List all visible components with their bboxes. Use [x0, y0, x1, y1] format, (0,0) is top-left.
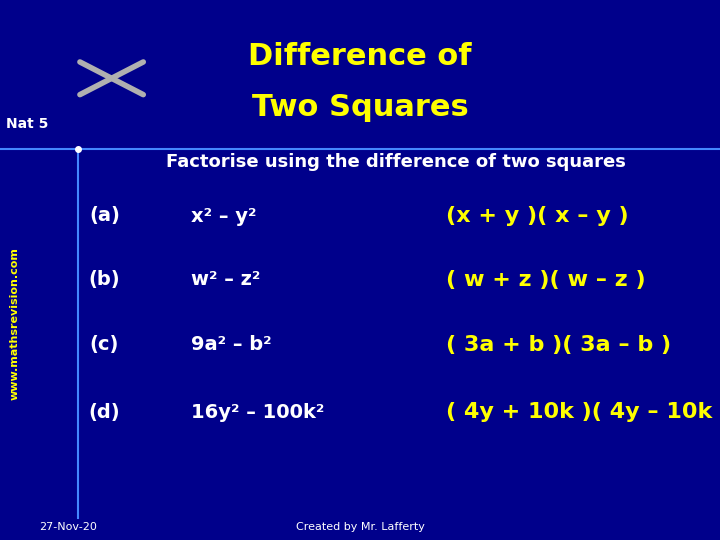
Text: ( 3a + b )( 3a – b ): ( 3a + b )( 3a – b ) — [446, 334, 672, 355]
Text: 9a² – b²: 9a² – b² — [191, 335, 271, 354]
Text: (x + y )( x – y ): (x + y )( x – y ) — [446, 206, 629, 226]
Text: (c): (c) — [90, 335, 119, 354]
Text: (d): (d) — [89, 402, 120, 422]
Text: (a): (a) — [89, 206, 120, 226]
Text: 16y² – 100k²: 16y² – 100k² — [191, 402, 324, 422]
Text: ( 4y + 10k )( 4y – 10k ): ( 4y + 10k )( 4y – 10k ) — [446, 402, 720, 422]
Text: 27-Nov-20: 27-Nov-20 — [40, 522, 97, 531]
Text: (b): (b) — [89, 270, 120, 289]
Text: www.mathsrevision.com: www.mathsrevision.com — [9, 247, 19, 401]
Text: Difference of: Difference of — [248, 42, 472, 71]
Text: Factorise using the difference of two squares: Factorise using the difference of two sq… — [166, 153, 626, 171]
Text: ( w + z )( w – z ): ( w + z )( w – z ) — [446, 269, 646, 290]
Text: x² – y²: x² – y² — [191, 206, 256, 226]
Text: Two Squares: Two Squares — [251, 93, 469, 123]
Text: Nat 5: Nat 5 — [6, 117, 48, 131]
Text: Created by Mr. Lafferty: Created by Mr. Lafferty — [296, 522, 424, 531]
Text: w² – z²: w² – z² — [191, 270, 260, 289]
